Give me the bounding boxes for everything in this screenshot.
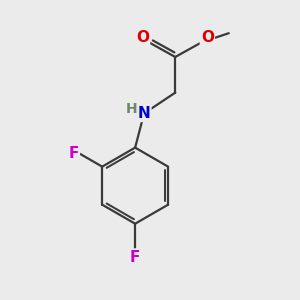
Text: H: H [126,102,137,116]
Text: F: F [68,146,79,161]
Text: F: F [130,250,140,265]
Text: O: O [136,30,149,45]
Text: O: O [201,30,214,45]
Text: N: N [138,106,150,121]
